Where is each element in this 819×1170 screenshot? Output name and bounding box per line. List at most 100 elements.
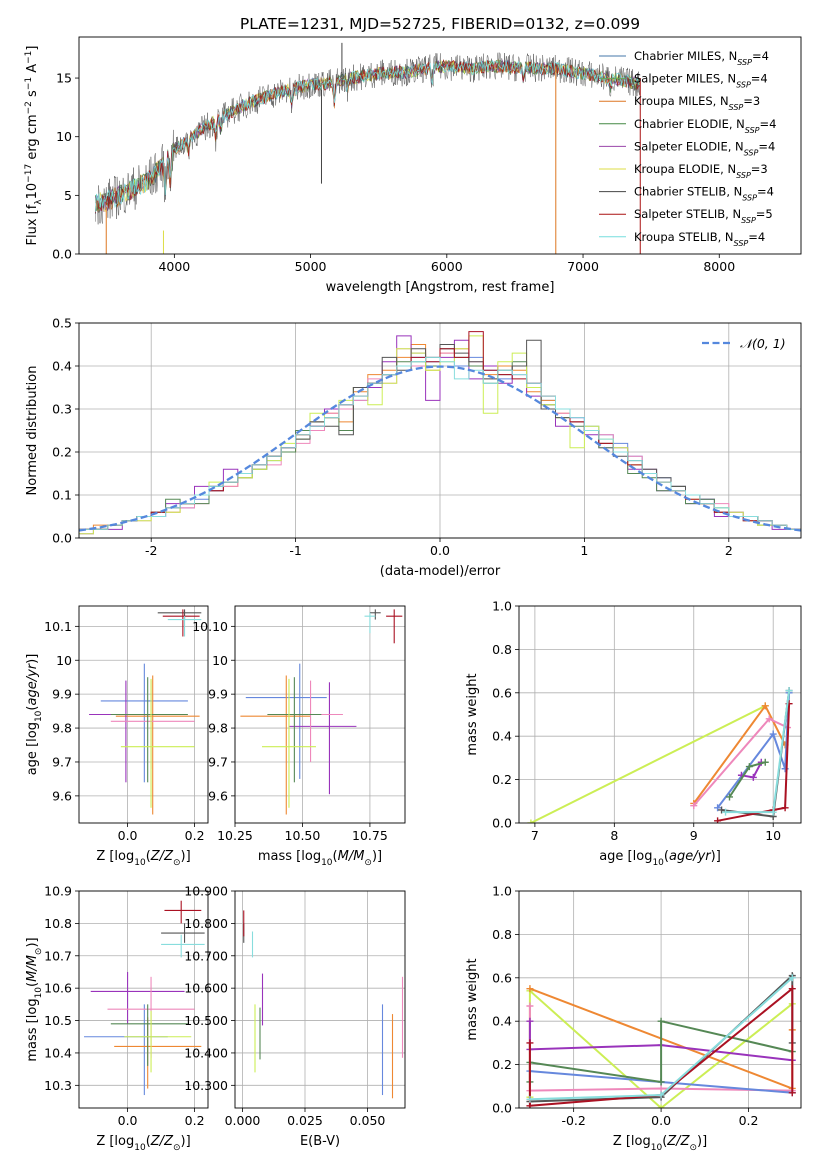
weight-marker: [526, 1002, 534, 1010]
weight-line: [716, 692, 791, 809]
axes-frame: [78, 36, 802, 255]
x-tick-label: 7000: [567, 259, 599, 274]
spectrum-line: [94, 59, 641, 213]
axes-frame: [78, 890, 209, 1109]
label-part: 10: [321, 858, 333, 868]
label-part: (data-model)/error: [380, 564, 501, 579]
x-tick-label: 0.050: [350, 1113, 386, 1128]
x-tick-label: 8000: [703, 259, 735, 274]
x-tick-label: 0.025: [287, 1113, 323, 1128]
legend-label: Kroupa MILES, NSSP=3: [634, 94, 760, 112]
legend-label: Kroupa ELODIE, NSSP=3: [634, 162, 768, 180]
plot-area: [527, 687, 793, 823]
x-axis-label: Z [log10(Z/Z⊙)]: [613, 1134, 707, 1153]
weight-marker: [745, 763, 753, 771]
legend-label-tail: =4: [757, 185, 774, 199]
weight-marker: [526, 1102, 534, 1108]
y-tick-label: 0.6: [492, 970, 512, 985]
y-tick-label: 10.10: [192, 619, 228, 634]
legend-label-tail: =3: [743, 94, 760, 108]
plot-area: [84, 900, 205, 1096]
y-tick-label: 10.7: [44, 948, 72, 963]
spectrum-line: [94, 59, 640, 213]
axes-z-mass: 0.0 0.2 10.3 10.4 10.5 10.6 10.7 10.8 10.9 Z [log…: [25, 884, 209, 1153]
y-axis-label: Flux [fλ10−17 erg cm−2 s−1 A−1]: [24, 46, 44, 246]
label-part: age [log: [599, 849, 652, 864]
label-part: (: [662, 1134, 667, 1149]
weight-marker: [769, 808, 777, 816]
x-axis-label: wavelength [Angstrom, rest frame]: [326, 280, 555, 295]
y-tick-label: 0.4: [52, 359, 72, 374]
y-axis-label: mass weight: [465, 958, 480, 1040]
axes-frame: [234, 605, 406, 824]
weight-marker: [788, 985, 796, 993]
label-part: (: [25, 706, 40, 711]
y-tick-label: 9.9: [208, 687, 228, 702]
spectrum-line: [94, 59, 641, 212]
legend-label-text: Chabrier ELODIE, N: [634, 117, 745, 131]
y-axis-label: age [log10(age/yr)]: [25, 654, 44, 776]
label-part: Z/Z: [150, 1134, 174, 1149]
label-part: mass [log: [25, 998, 40, 1061]
legend-label-sub: SSP: [745, 125, 760, 134]
axes-frame: [78, 605, 209, 824]
weight-marker: [722, 808, 730, 816]
label-part: mass [log: [258, 849, 321, 864]
legend-label: Salpeter STELIB, NSSP=5: [634, 207, 773, 225]
weight-marker: [714, 817, 722, 823]
y-tick-label: 9.8: [208, 721, 228, 736]
label-part: )]: [711, 849, 721, 864]
y-tick-label: 9.8: [52, 721, 72, 736]
axes-ebv-mass: 0.000 0.025 0.050 10.300 10.400 10.500 10.600 1…: [184, 884, 406, 1149]
y-axis-label: mass weight: [465, 673, 480, 755]
y-tick-label: 10.400: [184, 1045, 228, 1060]
legend-label-text: Kroupa MILES, N: [634, 94, 729, 108]
legend-label-tail: =3: [751, 162, 768, 176]
y-tick-label: 10.4: [44, 1045, 72, 1060]
legend-label-tail: =4: [748, 230, 765, 244]
label-part: Normed distribution: [25, 366, 40, 496]
label-part: 10: [34, 987, 44, 999]
spectrum-line: [95, 59, 641, 213]
y-axis-label: mass [log10(M/M⊙)]: [25, 937, 44, 1061]
y-tick-label: 9.6: [52, 788, 72, 803]
label-part: 10: [134, 1143, 146, 1153]
label-part: E(B-V): [300, 1134, 340, 1149]
label-part: −2: [24, 101, 34, 114]
x-tick-label: 5000: [295, 259, 327, 274]
plot-area: [243, 910, 404, 1099]
label-part: )]: [181, 1134, 191, 1149]
label-part: mass weight: [465, 673, 480, 755]
x-tick-label: -2: [145, 543, 157, 558]
label-part: Flux [f: [25, 204, 40, 245]
label-part: M/M: [25, 955, 40, 982]
weight-marker: [657, 1084, 665, 1092]
weight-marker: [526, 985, 534, 993]
label-part: Z [log: [613, 1134, 651, 1149]
legend-label-tail: =5: [756, 207, 773, 221]
label-part: 10: [34, 710, 44, 722]
label-part: erg cm: [25, 114, 40, 163]
label-part: ⊙: [689, 1143, 697, 1153]
legend-label-tail: =4: [758, 139, 775, 153]
label-part: age/yr: [25, 662, 40, 705]
label-part: age [log: [25, 722, 40, 775]
legend-label-text: Chabrier MILES, N: [634, 49, 737, 63]
legend-label-tail: =4: [752, 49, 769, 63]
label-part: wavelength [Angstrom, rest frame]: [326, 280, 555, 295]
plot-area: [79, 331, 801, 538]
label-part: Z/Z: [150, 849, 174, 864]
label-part: Z [log: [96, 849, 134, 864]
legend-label-text: Salpeter ELODIE, N: [634, 139, 744, 153]
y-tick-label: 15: [56, 71, 72, 86]
axes-frame: [234, 890, 406, 1109]
x-tick-label: 10.75: [352, 828, 388, 843]
legend-label: Salpeter MILES, NSSP=4: [634, 72, 768, 90]
weight-line: [528, 1021, 793, 1062]
axes-frame: [518, 605, 802, 824]
x-tick-label: -0.2: [561, 1113, 585, 1128]
x-tick-label: 0.000: [225, 1113, 261, 1128]
x-tick-label: 4000: [158, 259, 190, 274]
legend-label-sub: SSP: [742, 193, 757, 202]
